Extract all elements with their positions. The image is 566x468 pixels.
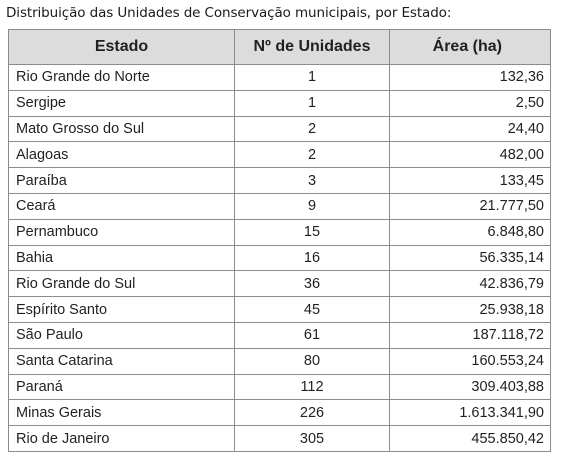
- cell-unidades: 305: [234, 425, 390, 452]
- cell-estado: Bahia: [8, 244, 235, 272]
- cell-area: 21.777,50: [389, 192, 551, 220]
- cell-unidades: 45: [234, 296, 390, 323]
- cell-area: 56.335,14: [389, 244, 551, 272]
- cell-area: 2,50: [389, 89, 551, 117]
- table-row: Sergipe 1 2,50: [8, 89, 551, 117]
- cell-estado: Paraíba: [8, 167, 235, 194]
- table-caption: Distribuição das Unidades de Conservação…: [6, 5, 452, 21]
- cell-area: 1.613.341,90: [389, 399, 551, 427]
- table-row: Pernambuco 15 6.848,80: [8, 218, 551, 246]
- cell-estado: Mato Grosso do Sul: [8, 115, 235, 143]
- cell-area: 455.850,42: [389, 425, 551, 452]
- cell-area: 132,36: [389, 64, 551, 91]
- cell-unidades: 3: [234, 167, 390, 194]
- cell-estado: Rio de Janeiro: [8, 425, 235, 452]
- table-row: Paraíba 3 133,45: [8, 167, 551, 194]
- table-row: Espírito Santo 45 25.938,18: [8, 296, 551, 323]
- cell-estado: Rio Grande do Sul: [8, 270, 235, 298]
- table-row: Rio Grande do Norte 1 132,36: [8, 64, 551, 91]
- cell-unidades: 1: [234, 89, 390, 117]
- table-row: Minas Gerais 226 1.613.341,90: [8, 399, 551, 427]
- cell-estado: Santa Catarina: [8, 347, 235, 375]
- table-row: Ceará 9 21.777,50: [8, 192, 551, 220]
- cell-area: 160.553,24: [389, 347, 551, 375]
- cell-estado: São Paulo: [8, 321, 235, 349]
- cell-estado: Minas Gerais: [8, 399, 235, 427]
- cell-unidades: 2: [234, 115, 390, 143]
- cell-estado: Pernambuco: [8, 218, 235, 246]
- cell-unidades: 15: [234, 218, 390, 246]
- table-row: Rio Grande do Sul 36 42.836,79: [8, 270, 551, 298]
- cell-estado: Sergipe: [8, 89, 235, 117]
- cell-unidades: 80: [234, 347, 390, 375]
- cell-estado: Ceará: [8, 192, 235, 220]
- table-row: Mato Grosso do Sul 2 24,40: [8, 115, 551, 143]
- cell-area: 6.848,80: [389, 218, 551, 246]
- table-row: Bahia 16 56.335,14: [8, 244, 551, 272]
- cell-unidades: 2: [234, 141, 390, 169]
- table-row: Paraná 112 309.403,88: [8, 373, 551, 401]
- cell-unidades: 36: [234, 270, 390, 298]
- cell-unidades: 16: [234, 244, 390, 272]
- table-row: Santa Catarina 80 160.553,24: [8, 347, 551, 375]
- cell-unidades: 112: [234, 373, 390, 401]
- header-area: Área (ha): [389, 29, 551, 65]
- table-header-row: Estado Nº de Unidades Área (ha): [8, 29, 551, 65]
- header-unidades: Nº de Unidades: [234, 29, 390, 65]
- cell-unidades: 1: [234, 64, 390, 91]
- cell-area: 42.836,79: [389, 270, 551, 298]
- cell-unidades: 226: [234, 399, 390, 427]
- cell-area: 25.938,18: [389, 296, 551, 323]
- cell-unidades: 9: [234, 192, 390, 220]
- cell-estado: Alagoas: [8, 141, 235, 169]
- cell-area: 187.118,72: [389, 321, 551, 349]
- cell-estado: Paraná: [8, 373, 235, 401]
- header-estado: Estado: [8, 29, 235, 65]
- table-row: São Paulo 61 187.118,72: [8, 321, 551, 349]
- cell-estado: Rio Grande do Norte: [8, 64, 235, 91]
- cell-estado: Espírito Santo: [8, 296, 235, 323]
- cell-area: 24,40: [389, 115, 551, 143]
- cell-unidades: 61: [234, 321, 390, 349]
- conservation-units-table: Estado Nº de Unidades Área (ha) Rio Gran…: [8, 29, 551, 452]
- table-row: Alagoas 2 482,00: [8, 141, 551, 169]
- cell-area: 133,45: [389, 167, 551, 194]
- table-row: Rio de Janeiro 305 455.850,42: [8, 425, 551, 452]
- cell-area: 482,00: [389, 141, 551, 169]
- cell-area: 309.403,88: [389, 373, 551, 401]
